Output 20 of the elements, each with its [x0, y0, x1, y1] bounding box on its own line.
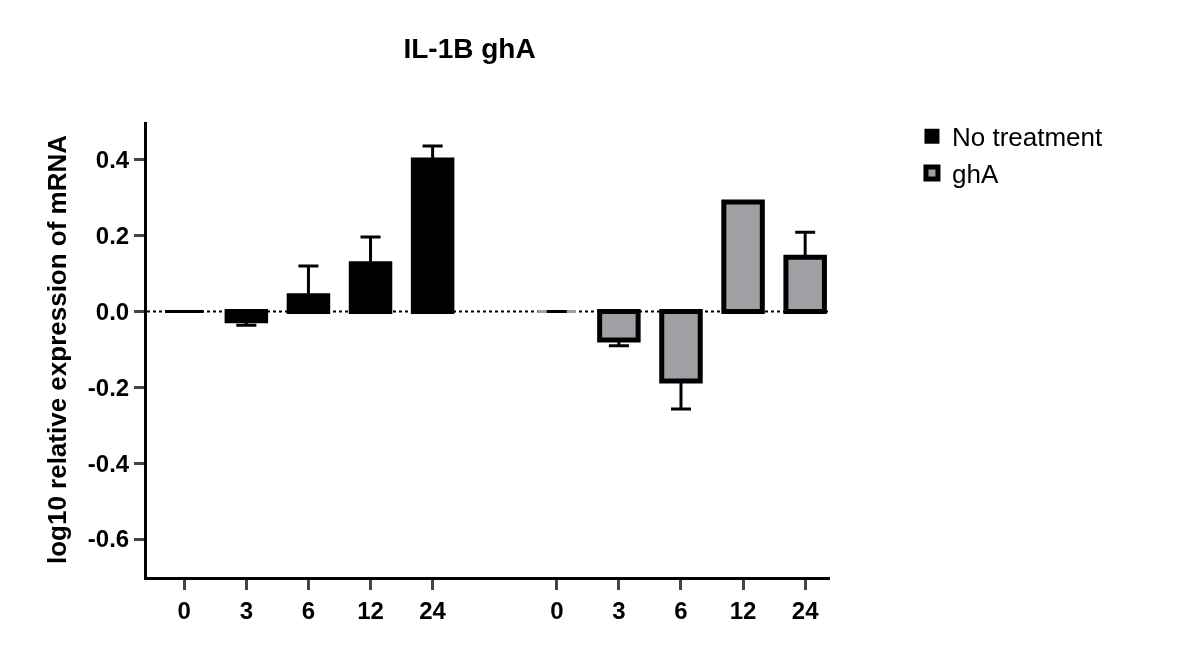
chart-title: IL-1B ghA [403, 33, 536, 65]
x-tick-label: 6 [301, 596, 316, 624]
x-tick-label: 0 [550, 596, 564, 624]
x-tick-label: 24 [791, 596, 820, 624]
legend-label: ghA [951, 159, 999, 190]
y-tick-label: 0.0 [95, 297, 130, 325]
y-tick-label: -0.2 [87, 373, 130, 401]
y-tick-label: -0.6 [87, 525, 130, 553]
y-tick-label: 0.4 [95, 146, 130, 174]
legend-label: No treatment [951, 122, 1104, 153]
x-tick-label: 0 [177, 596, 191, 624]
x-tick-label: 3 [239, 596, 254, 624]
x-tick-label: 3 [612, 596, 626, 624]
x-tick-label: 12 [729, 596, 757, 624]
y-tick-label: 0.2 [95, 222, 130, 250]
x-tick-label: 24 [419, 596, 447, 624]
x-tick-label: 12 [357, 596, 384, 624]
y-tick-label: -0.4 [87, 449, 130, 477]
y-axis-title: log10 relative expression of mRNA [42, 134, 73, 565]
x-tick-label: 6 [674, 596, 688, 624]
